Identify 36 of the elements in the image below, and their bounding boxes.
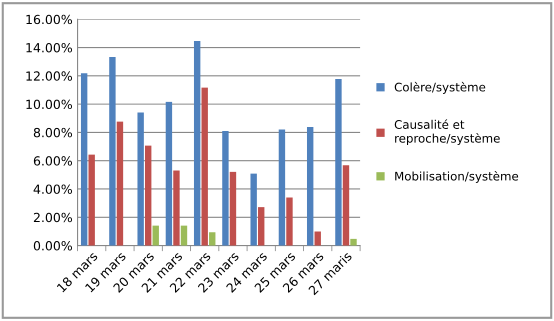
bar [342,165,350,246]
bar [137,112,144,246]
bar [314,232,321,246]
y-tick-label: 4.00% [34,184,72,194]
y-tick-label: 6.00% [34,156,72,166]
bar [250,174,257,246]
y-tick-label: 14.00% [26,43,72,52]
bar [180,226,188,246]
legend-label: Mobilisation/système [395,170,518,183]
bar [230,172,236,246]
bar [222,131,229,246]
y-tick-label: 2.00% [34,212,72,222]
bar [80,73,88,246]
bar [202,88,208,246]
bar [88,154,95,246]
bar [166,102,172,246]
y-tick-label: 12.00% [26,71,72,81]
y-tick-label: 0.00% [34,241,72,250]
bar [258,207,264,246]
bar [152,226,159,246]
y-tick-label: 8.00% [34,128,72,138]
y-tick-label: 10.00% [26,100,72,110]
bar [144,146,152,246]
y-tick-label: 16.00% [26,14,72,24]
bar [350,238,357,246]
bar [109,57,116,246]
bar [209,232,216,246]
legend-label: Colère/système [394,82,486,94]
legend-label: Causalité et reproche/système [394,119,500,146]
bar [116,122,124,246]
bar [194,41,200,246]
bar [306,127,314,246]
bar [173,170,180,246]
bar [335,78,342,246]
bar [278,129,286,246]
bar [286,197,293,246]
